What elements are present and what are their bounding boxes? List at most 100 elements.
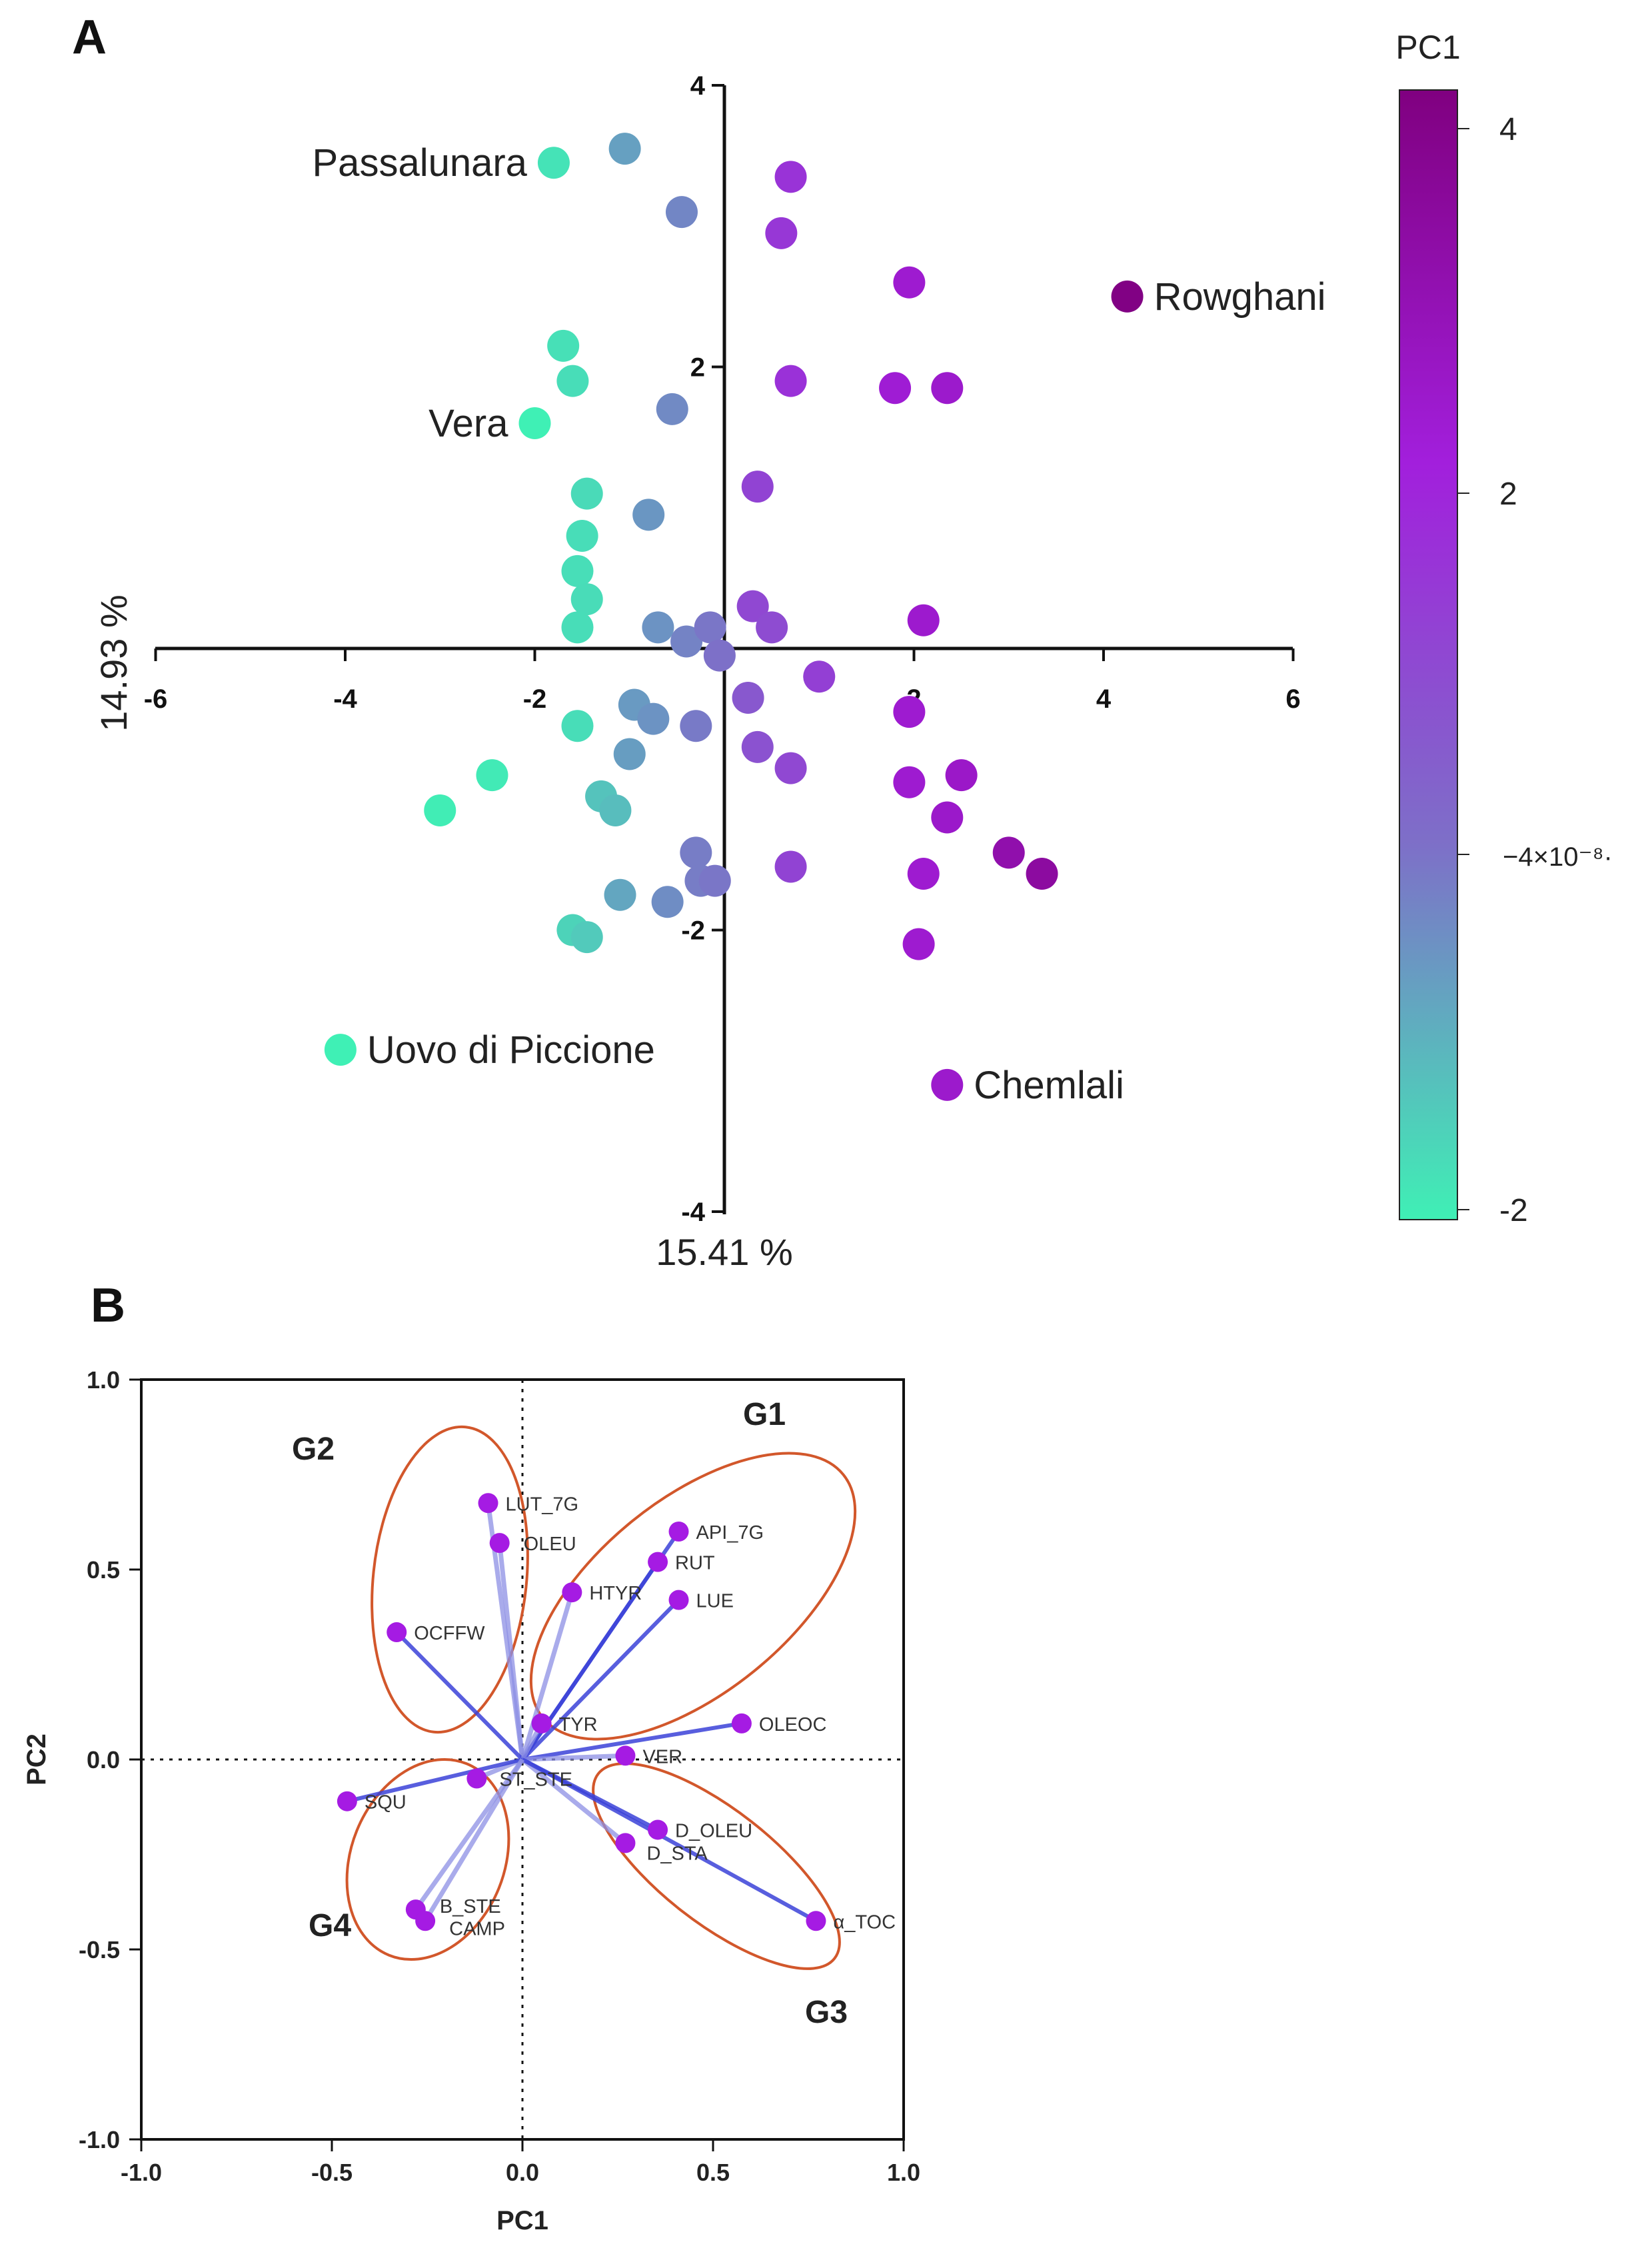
panel-a-sample-point <box>561 611 594 644</box>
panel-a-sample-point <box>698 864 731 897</box>
loading-label-rut: RUT <box>675 1553 715 1574</box>
loading-label-st-ste: ST_STE <box>499 1769 572 1791</box>
panel-a-x-tick-label: -4 <box>333 684 357 714</box>
loading-point-d-sta <box>615 1833 636 1853</box>
panel-b-x-tick-label: 0.0 <box>506 2159 539 2186</box>
colorbar-title: PC1 <box>1395 29 1460 66</box>
sample-label-uovo-di-piccione: Uovo di Piccione <box>367 1028 655 1072</box>
panel-a-sample-point <box>476 759 508 792</box>
sample-label-chemlali: Chemlali <box>974 1064 1124 1107</box>
panel-a-sample-point <box>570 921 603 954</box>
loading-vector-oleoc <box>522 1721 742 1761</box>
panel-a-x-tick-label: 4 <box>1096 684 1112 714</box>
loading-label-oleoc: OLEOC <box>759 1714 827 1735</box>
loading-label-squ: SQU <box>365 1792 407 1813</box>
panel-a-sample-point <box>604 878 636 911</box>
loading-label-b-ste: B_STE <box>440 1896 501 1917</box>
loading-point-api-7g <box>668 1522 689 1542</box>
loading-label-d-oleu: D_OLEU <box>675 1820 752 1841</box>
group-label-g3: G3 <box>805 1995 848 2030</box>
panel-b-ticks: -1.0 -0.5 0.0 0.5 1.0 1.0 0.5 0.0 -0.5 -1.0 <box>79 1366 920 2186</box>
loading-point-st-ste <box>466 1768 487 1789</box>
panel-a-sample-point <box>756 611 788 644</box>
panel-a-sample-point <box>774 752 807 784</box>
panel-a-sample-point <box>907 858 940 890</box>
loading-label-d-sta: D_STA <box>646 1843 708 1864</box>
panel-b: B -1.0 -0.5 0.0 0.5 1.0 1.0 0.5 0.0 -0.5 -1.0 LUT… <box>22 1279 920 2235</box>
panel-a-sample-point <box>537 147 570 179</box>
panel-b-y-tick-label: 0.5 <box>87 1556 120 1584</box>
panel-a-sample-point <box>893 696 926 728</box>
colorbar-ticks: 4 2 −4×10⁻⁸· -2 <box>1457 112 1613 1228</box>
panel-a-sample-point <box>670 625 703 658</box>
loading-point-oleoc <box>731 1713 752 1733</box>
loading-point-ocffw <box>387 1622 407 1643</box>
panel-a-sample-point <box>637 702 670 735</box>
panel-a-y-title: 14.93 % <box>93 594 135 732</box>
loading-point-ver <box>615 1745 636 1766</box>
panel-a-sample-point <box>694 611 726 644</box>
panel-a-sample-point <box>599 794 632 826</box>
panel-a-y-tick-label: 2 <box>690 353 705 383</box>
loading-point-lut-7g <box>478 1493 498 1514</box>
colorbar-tick-label: 2 <box>1499 477 1517 512</box>
loading-point-rut <box>648 1552 668 1572</box>
panel-a-sample-point <box>561 710 594 742</box>
group-label-g2: G2 <box>292 1432 335 1467</box>
panel-a-sample-point <box>613 738 646 770</box>
panel-b-x-tick-label: -1.0 <box>121 2159 162 2186</box>
panel-a-sample-point <box>1111 280 1144 313</box>
panel-b-label: B <box>91 1279 125 1332</box>
loading-point-toc <box>806 1911 826 1931</box>
loading-vector-htyr <box>520 1592 574 1760</box>
panel-a-points <box>324 133 1144 1101</box>
panel-a-y-tick-label: -4 <box>681 1198 705 1227</box>
panel-b-y-tick-label: 0.0 <box>87 1746 120 1773</box>
panel-a-x-title: 15.41 % <box>656 1231 793 1273</box>
loading-label-ver: VER <box>642 1746 682 1767</box>
colorbar: PC1 4 2 −4×10⁻⁸· -2 <box>1395 29 1612 1228</box>
colorbar-tick-label: 4 <box>1499 112 1517 147</box>
panel-a-sample-point <box>424 794 456 826</box>
panel-a-sample-point <box>570 477 603 510</box>
panel-a-sample-point <box>741 730 774 763</box>
panel-a-label: A <box>72 11 107 64</box>
loading-label-ocffw: OCFFW <box>414 1623 485 1644</box>
panel-b-vectors <box>347 1502 817 1923</box>
panel-a-sample-point <box>765 217 798 249</box>
panel-b-loadings: LUT_7G OLEU API_7G RUT HTYR LUE OCFFW TYR OLEOC V… <box>337 1493 896 1939</box>
panel-a-sample-point <box>547 329 580 362</box>
loading-label-lut-7g: LUT_7G <box>506 1494 579 1515</box>
panel-a: A -6-4-224642-2-4 PassalunaraRowghaniVer… <box>72 11 1326 1273</box>
ellipse-g2 <box>371 1425 529 1734</box>
panel-a-sample-point <box>774 161 807 193</box>
panel-b-x-tick-label: 1.0 <box>887 2159 920 2186</box>
ellipse-g3 <box>592 1762 841 1970</box>
panel-a-sample-point <box>945 759 978 792</box>
panel-a-sample-point <box>893 266 926 299</box>
loading-label-oleu: OLEU <box>524 1534 576 1555</box>
panel-a-sample-point <box>736 590 769 622</box>
panel-a-x-tick-label: -2 <box>523 684 547 714</box>
panel-b-y-tick-label: -1.0 <box>79 2126 120 2153</box>
panel-a-ticks: -6-4-224642-2-4 <box>144 71 1301 1227</box>
panel-a-sample-point <box>566 520 598 552</box>
panel-b-y-title: PC2 <box>22 1733 51 1785</box>
panel-a-sample-point <box>518 407 551 439</box>
panel-a-x-tick-label: -6 <box>144 684 168 714</box>
panel-a-sample-point <box>324 1034 357 1066</box>
panel-a-sample-point <box>732 681 764 714</box>
panel-a-sample-point <box>774 850 807 883</box>
panel-a-sample-point <box>642 611 674 644</box>
loading-point-tyr <box>531 1713 552 1733</box>
panel-a-sample-point <box>893 766 926 798</box>
loading-point-lue <box>668 1590 689 1610</box>
loading-point-camp <box>415 1911 436 1931</box>
panel-b-x-tick-label: 0.5 <box>696 2159 730 2186</box>
group-label-g1: G1 <box>743 1397 786 1432</box>
panel-a-sample-point <box>680 710 712 742</box>
loading-point-oleu <box>489 1533 510 1554</box>
panel-a-sample-point <box>570 583 603 616</box>
ellipse-g4 <box>345 1757 510 1961</box>
panel-a-y-tick-label: -2 <box>681 916 705 946</box>
